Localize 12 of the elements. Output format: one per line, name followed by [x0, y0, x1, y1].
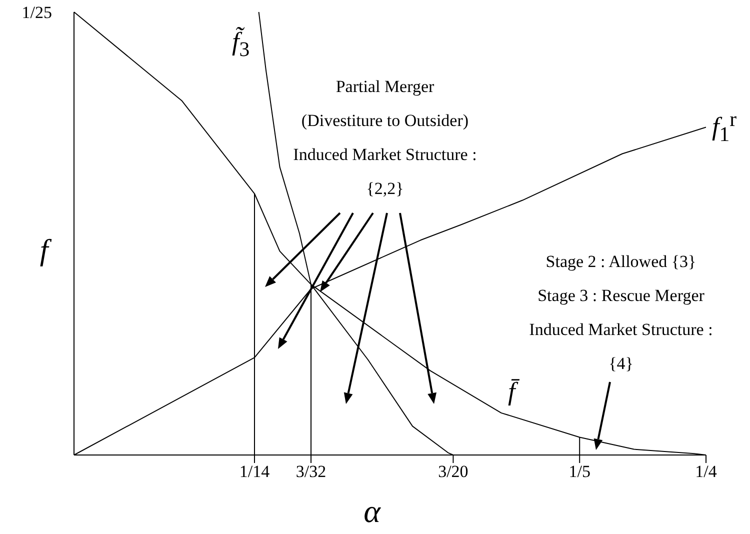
annotation: Stage 2 : Allowed {3} Stage 3 : Rescue Merger Induced Market Structure : {4}	[529, 252, 713, 373]
series-label: f̄	[508, 377, 520, 406]
x-tick-label: 3/32	[296, 462, 326, 482]
annotation: Partial Merger (Divestiture to Outsider) Induced Market Structure : {2,2}	[293, 77, 477, 198]
x-tick-label: 3/20	[438, 462, 468, 482]
series-label: f̃$_{3}$	[232, 26, 250, 62]
x-tick-label: 1/4	[695, 462, 718, 482]
x-tick-label: 1/14	[239, 462, 270, 482]
y-axis-title: f	[40, 234, 52, 267]
x-tick-label: 1/5	[568, 462, 590, 482]
text: 1/25	[22, 3, 52, 22]
x-axis-title: α	[364, 493, 382, 529]
